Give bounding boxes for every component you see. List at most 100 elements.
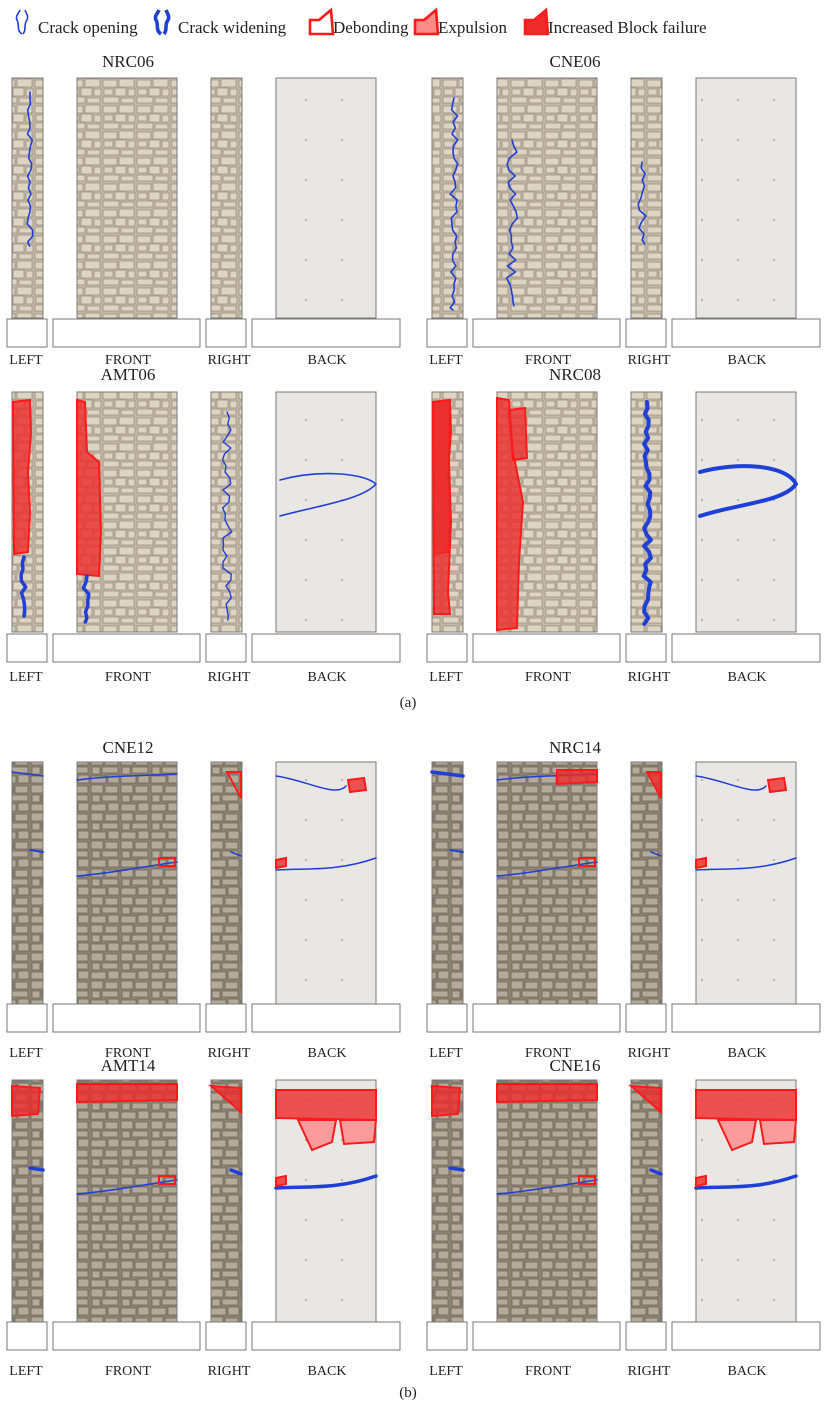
caption-part-b: (b) bbox=[399, 1385, 417, 1401]
face-back bbox=[695, 761, 797, 1005]
face-front bbox=[496, 77, 598, 319]
label-box-right bbox=[625, 633, 667, 663]
face-left bbox=[11, 761, 44, 1005]
damage-overlay bbox=[431, 1083, 798, 1195]
specimen-nrc14: LEFT FRONT RIGHT BACK NRC14 bbox=[426, 738, 821, 1061]
face-label-front: FRONT bbox=[105, 353, 151, 368]
face-right bbox=[210, 761, 243, 1005]
label-box-back bbox=[671, 318, 821, 348]
specimen-amt14: LEFT FRONT RIGHT BACK AMT14 bbox=[6, 1056, 401, 1379]
label-box-left bbox=[426, 1003, 468, 1033]
face-right bbox=[210, 77, 243, 319]
debonding-region bbox=[158, 1175, 176, 1185]
crack-line bbox=[29, 849, 44, 853]
face-label-back: BACK bbox=[308, 1046, 347, 1061]
face-label-left: LEFT bbox=[9, 353, 43, 368]
legend-item-debonding: Debonding bbox=[308, 7, 409, 37]
face-back bbox=[275, 761, 377, 1005]
face-front bbox=[76, 761, 178, 1005]
crack-line bbox=[76, 1179, 178, 1195]
label-box-back bbox=[251, 318, 401, 348]
label-box-back bbox=[251, 633, 401, 663]
debonding-region bbox=[645, 771, 662, 799]
debonding-region bbox=[578, 1175, 596, 1185]
legend-label: Crack widening bbox=[178, 18, 287, 37]
label-box-right bbox=[205, 633, 247, 663]
label-box-left bbox=[426, 1321, 468, 1351]
label-box-back bbox=[671, 633, 821, 663]
crack-line bbox=[694, 1174, 798, 1190]
face-label-right: RIGHT bbox=[208, 1364, 251, 1379]
crack-line bbox=[695, 775, 767, 791]
label-box-left bbox=[6, 1321, 48, 1351]
face-label-right: RIGHT bbox=[628, 1046, 671, 1061]
face-label-right: RIGHT bbox=[208, 1046, 251, 1061]
damage-overlay bbox=[11, 1083, 378, 1195]
label-box-back bbox=[671, 1003, 821, 1033]
block-failure-region bbox=[275, 1174, 287, 1188]
block-failure-region bbox=[496, 1083, 598, 1104]
face-label-front: FRONT bbox=[525, 353, 571, 368]
legend-symbol-block-failure-icon bbox=[523, 7, 550, 36]
legend-item-block-failure: Increased Block failure bbox=[523, 7, 707, 37]
face-label-left: LEFT bbox=[429, 1364, 463, 1379]
block-failure-region bbox=[766, 776, 788, 794]
specimen-title: NRC14 bbox=[549, 738, 601, 757]
block-failure-region bbox=[208, 1084, 242, 1115]
face-label-right: RIGHT bbox=[628, 353, 671, 368]
face-left bbox=[431, 1079, 464, 1323]
label-box-right bbox=[625, 318, 667, 348]
face-front bbox=[76, 1079, 178, 1323]
label-box-back bbox=[671, 1321, 821, 1351]
specimen-title: AMT14 bbox=[101, 1056, 156, 1075]
crack-line bbox=[274, 1174, 378, 1190]
face-label-left: LEFT bbox=[9, 1046, 43, 1061]
block-failure-region bbox=[431, 1084, 462, 1118]
specimen-cne12: LEFT FRONT RIGHT BACK CNE12 bbox=[6, 738, 401, 1061]
crack-line bbox=[81, 574, 91, 624]
specimen-title: NRC08 bbox=[549, 365, 601, 384]
face-label-front: FRONT bbox=[525, 1364, 571, 1379]
crack-line bbox=[649, 1168, 663, 1176]
face-label-front: FRONT bbox=[105, 670, 151, 685]
face-label-back: BACK bbox=[728, 1046, 767, 1061]
label-box-right bbox=[205, 1321, 247, 1351]
face-left bbox=[431, 761, 464, 1005]
figure-panels: LEFT FRONT RIGHT BACK NRC06 LEFT FRONT RIGHT BAC… bbox=[6, 52, 821, 1379]
face-left bbox=[11, 77, 44, 319]
crack-line bbox=[641, 400, 653, 626]
crack-line bbox=[230, 851, 242, 857]
face-label-back: BACK bbox=[308, 670, 347, 685]
specimen-title: AMT06 bbox=[101, 365, 156, 384]
label-box-front bbox=[472, 1321, 621, 1351]
face-label-left: LEFT bbox=[9, 1364, 43, 1379]
crack-line bbox=[229, 1168, 243, 1176]
legend-label: Increased Block failure bbox=[548, 18, 707, 37]
crack-line bbox=[449, 849, 464, 853]
expulsion-region bbox=[758, 1119, 798, 1146]
face-label-front: FRONT bbox=[105, 1364, 151, 1379]
caption-part-a: (a) bbox=[400, 695, 417, 711]
debonding-region bbox=[578, 857, 596, 867]
crack-line bbox=[221, 411, 233, 621]
specimen-cne06: LEFT FRONT RIGHT BACK CNE06 bbox=[426, 52, 821, 368]
specimen-amt06: LEFT FRONT RIGHT BACK AMT06 bbox=[6, 365, 401, 685]
label-box-right bbox=[205, 1003, 247, 1033]
face-left bbox=[431, 77, 464, 319]
label-box-left bbox=[6, 633, 48, 663]
crack-line bbox=[698, 464, 798, 518]
crack-line bbox=[430, 770, 465, 778]
specimen-title: CNE06 bbox=[550, 52, 601, 71]
crack-line bbox=[496, 861, 598, 877]
block-failure-region bbox=[346, 776, 368, 794]
crack-line bbox=[275, 857, 377, 871]
face-label-front: FRONT bbox=[105, 1046, 151, 1061]
block-failure-region bbox=[431, 398, 453, 615]
face-label-back: BACK bbox=[728, 353, 767, 368]
legend-item-crack-opening: Crack opening bbox=[15, 9, 138, 37]
block-failure-region bbox=[275, 1089, 377, 1122]
expulsion-region bbox=[338, 1119, 378, 1146]
crack-line bbox=[26, 91, 34, 247]
face-right bbox=[630, 761, 663, 1005]
crack-line bbox=[11, 771, 44, 777]
